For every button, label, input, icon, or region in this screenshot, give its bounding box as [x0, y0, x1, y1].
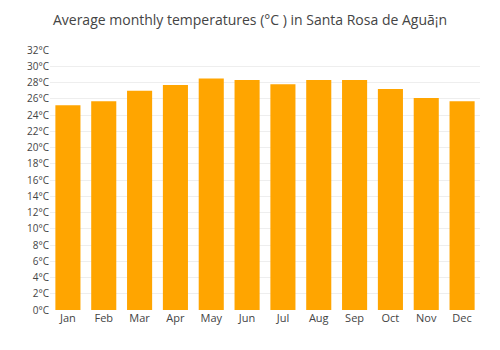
svg-text:Dec: Dec — [452, 310, 471, 325]
svg-text:Aug: Aug — [309, 310, 329, 325]
svg-text:Jul: Jul — [276, 310, 289, 325]
svg-text:8°C: 8°C — [33, 238, 49, 252]
svg-text:Jun: Jun — [238, 310, 255, 325]
svg-text:May: May — [200, 310, 222, 325]
svg-text:4°C: 4°C — [33, 270, 49, 284]
svg-text:22°C: 22°C — [27, 124, 49, 138]
svg-text:12°C: 12°C — [27, 205, 49, 219]
svg-text:Average monthly temperatures (: Average monthly temperatures (°C ) in Sa… — [53, 10, 447, 29]
svg-text:Mar: Mar — [129, 310, 150, 325]
svg-text:Feb: Feb — [94, 310, 113, 325]
svg-text:Oct: Oct — [382, 310, 400, 325]
svg-text:20°C: 20°C — [27, 140, 49, 154]
svg-text:Jan: Jan — [59, 310, 76, 325]
svg-text:30°C: 30°C — [27, 59, 49, 73]
svg-text:6°C: 6°C — [33, 254, 49, 268]
svg-text:2°C: 2°C — [33, 286, 49, 300]
svg-text:18°C: 18°C — [27, 156, 49, 170]
svg-text:28°C: 28°C — [27, 75, 49, 89]
svg-text:26°C: 26°C — [27, 91, 49, 105]
svg-text:10°C: 10°C — [27, 221, 49, 235]
svg-text:32°C: 32°C — [27, 43, 49, 57]
svg-text:0°C: 0°C — [33, 303, 49, 317]
svg-text:Sep: Sep — [345, 310, 364, 325]
svg-text:Nov: Nov — [416, 310, 437, 325]
svg-text:16°C: 16°C — [27, 173, 49, 187]
svg-text:24°C: 24°C — [27, 108, 49, 122]
svg-text:14°C: 14°C — [27, 189, 49, 203]
svg-text:Apr: Apr — [166, 310, 185, 325]
